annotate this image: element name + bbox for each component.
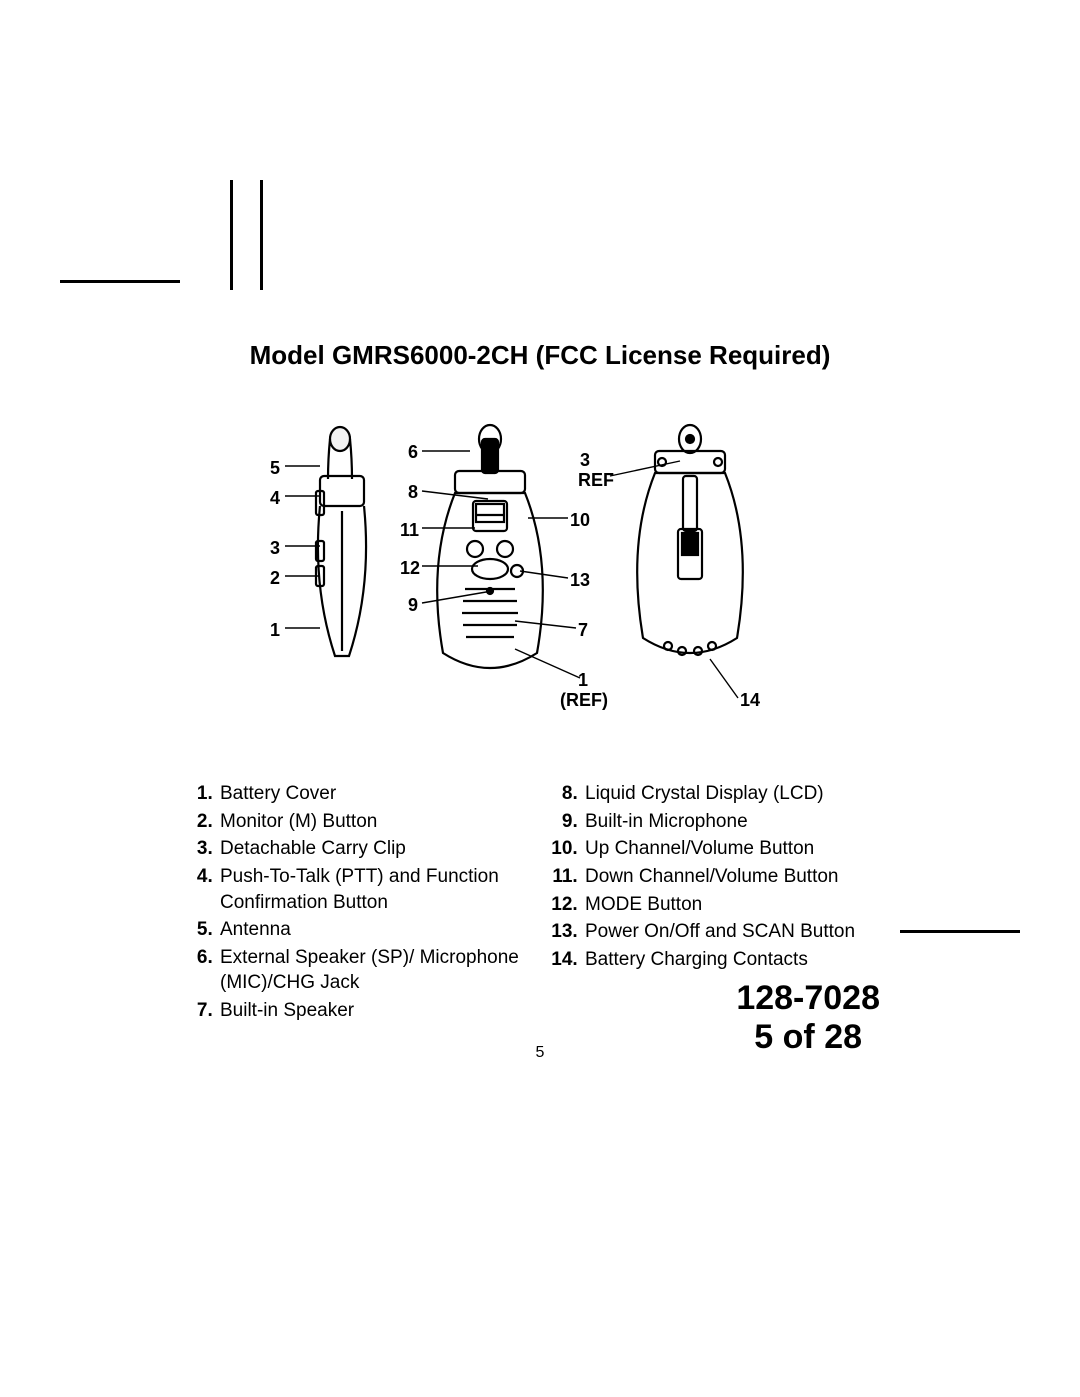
- parts-item: Built-in Microphone: [583, 809, 890, 835]
- diagram-callout-d4: 4: [270, 489, 280, 509]
- crop-mark: [230, 180, 233, 290]
- parts-list-left: Battery CoverMonitor (M) ButtonDetachabl…: [190, 781, 525, 1026]
- parts-item: Power On/Off and SCAN Button: [583, 919, 890, 945]
- diagram-callout-d1bref: (REF): [560, 691, 608, 711]
- diagram-callout-d10: 10: [570, 511, 590, 531]
- diagram-callout-d3bref: REF: [578, 471, 614, 491]
- parts-item: Detachable Carry Clip: [218, 836, 525, 862]
- diagram-callout-d12: 12: [400, 559, 420, 579]
- parts-item: Battery Charging Contacts: [583, 947, 890, 973]
- crop-mark: [900, 930, 1020, 933]
- diagram-callout-d3a: 3: [270, 539, 280, 559]
- diagram-callout-d1b: 1: [578, 671, 588, 691]
- manual-page: Model GMRS6000-2CH (FCC License Required…: [0, 0, 1080, 1397]
- diagram-callout-d6: 6: [408, 443, 418, 463]
- parts-item: MODE Button: [583, 892, 890, 918]
- diagram-callout-d9: 9: [408, 596, 418, 616]
- parts-item: Up Channel/Volume Button: [583, 836, 890, 862]
- diagram-callout-d7: 7: [578, 621, 588, 641]
- diagram-callout-d8: 8: [408, 483, 418, 503]
- page-title: Model GMRS6000-2CH (FCC License Required…: [70, 340, 1010, 371]
- parts-item: Push-To-Talk (PTT) and Function Confirma…: [218, 864, 525, 915]
- diagram-svg: [260, 421, 820, 751]
- parts-item: Built-in Speaker: [218, 998, 525, 1024]
- doc-footer: 128-7028 5 of 28: [736, 979, 880, 1057]
- parts-item: Liquid Crystal Display (LCD): [583, 781, 890, 807]
- parts-item: Antenna: [218, 917, 525, 943]
- parts-item: Down Channel/Volume Button: [583, 864, 890, 890]
- diagram-callout-d13: 13: [570, 571, 590, 591]
- diagram-callout-d14: 14: [740, 691, 760, 711]
- device-diagram: 5432168111293REF101371(REF)14: [260, 421, 820, 751]
- diagram-callout-d2: 2: [270, 569, 280, 589]
- diagram-callout-d3b: 3: [580, 451, 590, 471]
- diagram-callout-d1: 1: [270, 621, 280, 641]
- diagram-callout-d5: 5: [270, 459, 280, 479]
- crop-mark: [260, 180, 263, 290]
- doc-number: 128-7028: [736, 979, 880, 1018]
- diagram-callout-d11: 11: [400, 521, 419, 541]
- parts-item: Monitor (M) Button: [218, 809, 525, 835]
- parts-item: External Speaker (SP)/ Microphone (MIC)/…: [218, 945, 525, 996]
- page-of: 5 of 28: [736, 1018, 880, 1057]
- parts-item: Battery Cover: [218, 781, 525, 807]
- crop-mark: [60, 280, 180, 283]
